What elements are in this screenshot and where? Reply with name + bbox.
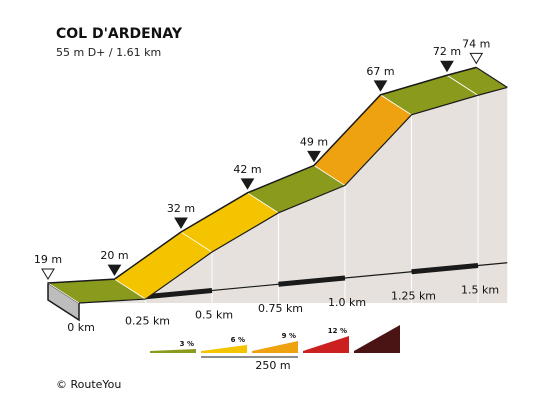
legend-swatch [201, 345, 247, 353]
distance-label: 1.0 km [328, 296, 366, 309]
legend-label: 6 % [231, 336, 245, 344]
elevation-label: 19 m [34, 253, 62, 266]
profile-front-edge [78, 86, 508, 304]
distance-labels: 0 km 0.25 km 0.5 km 0.75 km 1.0 km 1.25 km 1.5… [67, 283, 499, 334]
legend-label: 12 % [328, 327, 347, 335]
profile-side-face [79, 87, 508, 304]
base-km-stripe [278, 275, 346, 287]
elevation-marker-icon [107, 264, 122, 277]
legend-label: 9 % [282, 332, 296, 340]
elevation-label: 74 m [462, 37, 490, 50]
legend-swatch [303, 336, 349, 353]
legend-swatch [252, 341, 298, 353]
distance-label: 0.25 km [125, 315, 170, 328]
elevation-marker-icon [307, 150, 321, 163]
elevation-labels: 19 m 20 m 32 m 42 m 49 m 67 m 72 m74 m [34, 37, 490, 266]
elevation-markers [41, 52, 484, 280]
chart-subtitle: 55 m D+ / 1.61 km [56, 46, 161, 59]
elevation-marker-icon [440, 60, 454, 73]
elevation-label: 32 m [167, 202, 195, 215]
elevation-marker-icon [373, 80, 388, 92]
distance-label: 0.5 km [195, 308, 233, 321]
legend-swatch [150, 349, 196, 353]
legend-swatch [354, 325, 400, 353]
endpoint-marker-icon [41, 268, 55, 280]
elevation-marker-icon [174, 217, 188, 230]
base-km-stripe [411, 263, 479, 275]
distance-label: 1.25 km [391, 290, 436, 303]
profile-ridge-line [47, 66, 477, 284]
base-km-stripe [145, 288, 213, 300]
distance-label: 1.5 km [461, 283, 499, 296]
elevation-label: 49 m [300, 135, 328, 148]
distance-label: 0.75 km [258, 302, 303, 315]
gradient-legend: 3 % 6 % 9 % 12 % [150, 325, 400, 358]
chart-title: COL D'ARDENAY [56, 26, 183, 42]
distance-label: 0 km [67, 321, 95, 334]
legend-label: 3 % [180, 340, 194, 348]
elevation-label: 72 m [433, 45, 461, 58]
elevation-marker-icon [240, 178, 255, 190]
profile-top-segments [46, 66, 509, 304]
elevation-label: 20 m [100, 249, 128, 262]
endpoint-marker-icon [469, 52, 484, 65]
elevation-label: 42 m [233, 163, 261, 176]
scale-label: 250 m [255, 359, 290, 372]
copyright-text: © RouteYou [56, 378, 121, 391]
elevation-label: 67 m [366, 65, 394, 78]
